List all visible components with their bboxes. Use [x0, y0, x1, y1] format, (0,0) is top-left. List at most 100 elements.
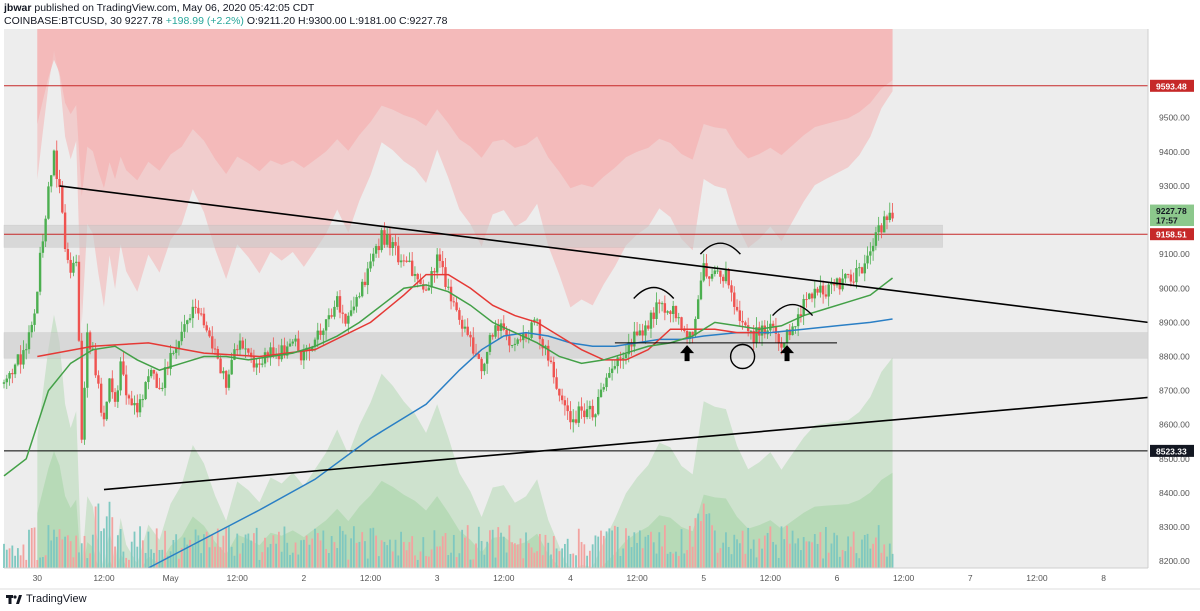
volume-bar — [355, 542, 358, 568]
candle-body — [199, 313, 203, 315]
volume-bar — [372, 527, 375, 568]
candle-body — [830, 282, 833, 285]
volume-bar — [489, 530, 491, 568]
volume-bar — [47, 525, 50, 568]
candle-body — [535, 319, 539, 321]
volume-bar — [633, 532, 636, 568]
candle-body — [871, 245, 875, 252]
volume-bar — [591, 544, 594, 568]
tradingview-logo-icon[interactable] — [6, 593, 22, 605]
candle-body — [649, 312, 653, 329]
volume-bar — [397, 555, 400, 568]
candle-body — [705, 263, 708, 277]
candle-body — [788, 329, 792, 336]
candle-body — [724, 269, 728, 282]
volume-bar — [405, 550, 408, 568]
candle-body — [283, 345, 286, 356]
volume-bar — [191, 545, 194, 568]
volume-bar — [236, 533, 239, 568]
volume-bar — [500, 532, 502, 568]
volume-bar — [358, 541, 361, 568]
candle-body — [447, 286, 450, 288]
volume-bar — [819, 532, 822, 568]
volume-bar — [261, 552, 264, 568]
volume-bar — [30, 527, 33, 568]
footer-brand[interactable]: TradingView — [26, 593, 87, 605]
candle-body — [430, 271, 433, 288]
volume-bar — [322, 530, 325, 568]
volume-bar — [22, 544, 25, 568]
candle-body — [77, 261, 81, 341]
volume-bar — [250, 540, 253, 568]
candle-body — [249, 352, 253, 357]
candle-body — [497, 325, 500, 331]
volume-bar — [419, 551, 422, 568]
candle-body — [530, 322, 533, 338]
candle-body — [252, 356, 256, 368]
candle-body — [860, 267, 864, 274]
candle-body — [435, 254, 439, 273]
candle-body — [547, 345, 550, 361]
candle-body — [169, 352, 172, 369]
volume-bar — [816, 543, 819, 568]
candle-body — [710, 274, 714, 279]
volume-bar — [572, 553, 575, 568]
candle-body — [658, 302, 661, 304]
candle-body — [147, 376, 150, 383]
volume-bar — [530, 547, 533, 568]
author-name[interactable]: jbwar — [4, 2, 32, 14]
candle-body — [302, 350, 306, 361]
candle-body — [455, 302, 458, 311]
volume-bar — [216, 528, 219, 568]
candle-body — [355, 297, 358, 307]
volume-bar — [636, 542, 638, 568]
ohlc-values: O:9211.20 H:9300.00 L:9181.00 C:9227.78 — [246, 15, 448, 27]
volume-bar — [111, 517, 114, 568]
volume-bar — [352, 526, 355, 568]
volume-bar — [583, 544, 586, 568]
candle-body — [730, 285, 733, 293]
candle-body — [808, 293, 811, 300]
symbol-label[interactable]: COINBASE:BTCUSD, 30 — [4, 15, 122, 27]
candle-body — [810, 293, 814, 299]
volume-bar — [44, 555, 47, 568]
candle-body — [397, 245, 400, 263]
volume-bar — [297, 554, 300, 568]
candle-body — [138, 399, 142, 413]
volume-bar — [239, 553, 241, 568]
volume-bar — [613, 525, 616, 568]
candle-body — [477, 354, 481, 359]
candle-body — [208, 330, 211, 337]
volume-bar — [380, 540, 383, 568]
volume-bar — [625, 528, 627, 568]
volume-bar — [836, 535, 838, 568]
volume-bar — [130, 541, 133, 568]
candle-body — [405, 260, 408, 262]
candle-body — [735, 306, 739, 311]
volume-bar — [119, 528, 122, 568]
volume-bar — [247, 533, 250, 568]
volume-bar — [450, 552, 452, 568]
volume-bar — [108, 501, 111, 568]
volume-bar — [19, 555, 22, 568]
candle-body — [33, 313, 36, 325]
candle-body — [383, 230, 386, 245]
volume-bar — [364, 541, 366, 568]
volume-bar — [686, 550, 688, 568]
volume-bar — [775, 544, 777, 568]
candle-body — [491, 335, 494, 337]
volume-bar — [611, 530, 613, 568]
price-tick-label: 8400.00 — [1159, 488, 1190, 498]
volume-bar — [616, 526, 619, 568]
volume-bar — [61, 539, 64, 568]
volume-bar — [827, 552, 830, 568]
candle-body — [288, 343, 292, 347]
volume-bar — [469, 559, 472, 568]
volume-bar — [672, 553, 675, 568]
candle-body — [191, 306, 195, 319]
volume-bar — [361, 532, 364, 568]
volume-bar — [228, 526, 230, 568]
candle-body — [794, 326, 797, 328]
volume-bar — [147, 531, 150, 568]
